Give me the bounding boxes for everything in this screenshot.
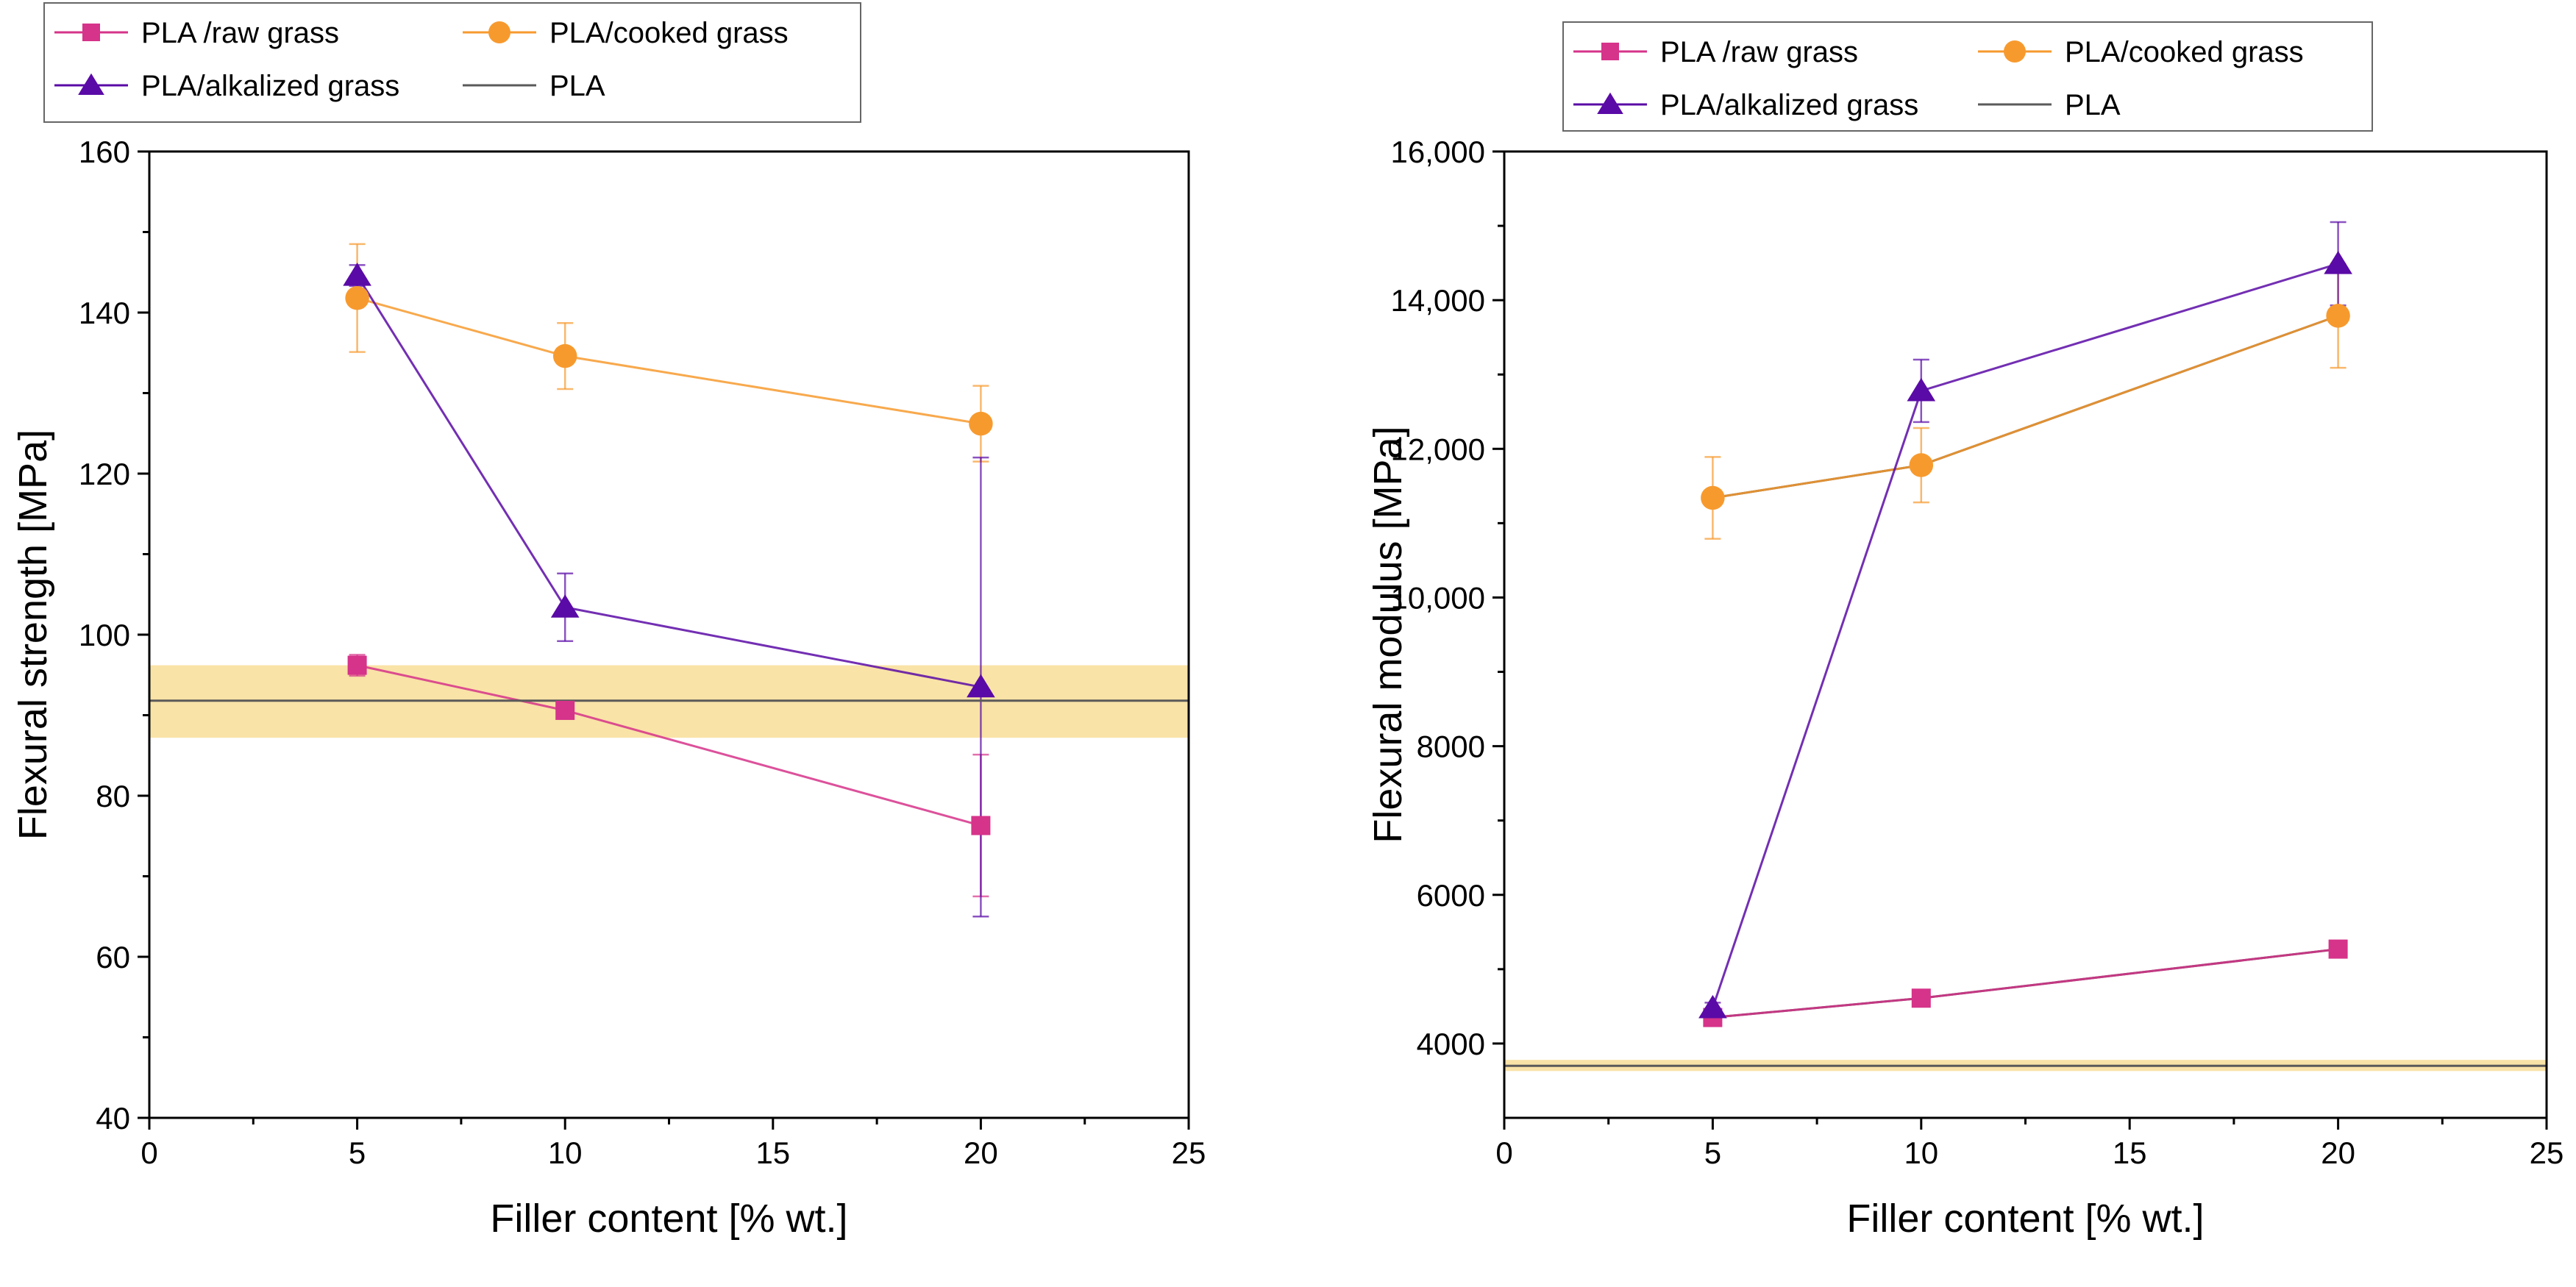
y-axis-title: Flexural modulus [MPa] bbox=[1366, 426, 1410, 843]
y-tick-label: 10,000 bbox=[1391, 580, 1485, 615]
legend-entry: PLA/cooked grass bbox=[463, 17, 789, 49]
x-tick-label: 10 bbox=[1904, 1136, 1938, 1170]
y-tick-label: 12,000 bbox=[1391, 432, 1485, 466]
series-triangle bbox=[349, 264, 989, 918]
legend-box bbox=[1562, 21, 2373, 132]
series-triangle bbox=[1704, 221, 2346, 1014]
data-point-circle bbox=[1909, 453, 1934, 477]
data-point-square bbox=[555, 700, 575, 720]
legend-label: PLA /raw grass bbox=[1660, 36, 1858, 68]
series-circle bbox=[349, 243, 989, 463]
legend-label: PLA/cooked grass bbox=[549, 17, 789, 49]
legend-marker-triangle bbox=[78, 73, 104, 95]
x-tick-label: 20 bbox=[2321, 1136, 2355, 1170]
y-tick-label: 160 bbox=[79, 135, 130, 169]
legend-marker-triangle bbox=[1597, 92, 1623, 114]
y-tick-label: 40 bbox=[96, 1101, 130, 1136]
data-point-triangle bbox=[1907, 377, 1936, 402]
y-tick-label: 60 bbox=[96, 940, 130, 974]
x-tick-label: 5 bbox=[349, 1136, 366, 1170]
x-axis-title: Filler content [% wt.] bbox=[490, 1197, 847, 1241]
y-tick-label: 120 bbox=[79, 457, 130, 491]
legend-marker-square bbox=[1601, 43, 1619, 60]
data-point-circle bbox=[969, 411, 993, 436]
plot-frame bbox=[1503, 150, 2548, 1119]
data-point-circle bbox=[2326, 304, 2350, 328]
series-line bbox=[356, 274, 981, 688]
flexural-strength-chart: 0 5 10 15 20 25 40 60 80 100 120 140 160 Filler conte… bbox=[11, 2, 1206, 1241]
legend-marker-circle bbox=[488, 21, 510, 43]
series-circle bbox=[1704, 263, 2346, 540]
x-tick-label: 25 bbox=[1172, 1136, 1206, 1170]
series-line bbox=[1712, 948, 2338, 1019]
data-point-circle bbox=[345, 286, 369, 310]
legend: PLA /raw grass PLA/cooked grass PLA/alkali… bbox=[1562, 21, 2373, 132]
data-point-square bbox=[1911, 988, 1931, 1008]
pla-line-upper bbox=[1712, 314, 2339, 499]
y-axis-title: Flexural strength [MPa] bbox=[11, 429, 55, 840]
y-tick-label: 140 bbox=[79, 296, 130, 330]
x-tick-label: 20 bbox=[964, 1136, 998, 1170]
x-tick-label: 0 bbox=[140, 1136, 157, 1170]
data-point-square bbox=[347, 655, 367, 675]
series-line bbox=[357, 296, 981, 425]
legend-label: PLA/cooked grass bbox=[2065, 36, 2304, 68]
legend-marker-square bbox=[82, 24, 100, 41]
data-point-triangle bbox=[550, 594, 580, 618]
x-tick-label: 0 bbox=[1495, 1136, 1512, 1170]
series-square bbox=[1704, 944, 2346, 1022]
y-tick-label: 14,000 bbox=[1391, 283, 1485, 318]
legend-label: PLA/alkalized grass bbox=[141, 70, 399, 102]
plot-frame bbox=[148, 150, 1190, 1119]
legend-label: PLA/alkalized grass bbox=[1660, 89, 1918, 121]
legend-entry: PLA /raw grass bbox=[1573, 36, 1858, 68]
data-point-triangle bbox=[967, 674, 995, 698]
x-tick-label: 15 bbox=[755, 1136, 790, 1170]
data-point-square bbox=[2328, 939, 2348, 959]
y-tick-label: 100 bbox=[79, 618, 130, 652]
legend-entry: PLA bbox=[463, 70, 605, 102]
data-point-triangle bbox=[1698, 994, 1727, 1019]
data-point-circle bbox=[552, 343, 577, 368]
x-tick-label: 15 bbox=[2113, 1136, 2147, 1170]
data-point-triangle bbox=[2324, 251, 2352, 274]
legend-entry: PLA bbox=[1978, 89, 2121, 121]
data-point-triangle bbox=[343, 263, 371, 286]
legend-entry: PLA/cooked grass bbox=[1978, 36, 2304, 68]
legend-box bbox=[43, 2, 861, 123]
data-point-square bbox=[971, 816, 991, 835]
legend: PLA /raw grass PLA/cooked grass PLA/alkali… bbox=[43, 2, 861, 123]
legend-marker-circle bbox=[2004, 40, 2026, 63]
x-tick-label: 10 bbox=[548, 1136, 583, 1170]
y-tick-label: 6000 bbox=[1417, 878, 1485, 913]
legend-entry: PLA/alkalized grass bbox=[1573, 89, 1918, 121]
legend-label: PLA bbox=[549, 70, 605, 102]
legend-label: PLA bbox=[2065, 89, 2121, 121]
x-axis-title: Filler content [% wt.] bbox=[1846, 1197, 2204, 1241]
y-tick-label: 16,000 bbox=[1391, 135, 1485, 169]
x-tick-label: 25 bbox=[2530, 1136, 2564, 1170]
series-line bbox=[1711, 263, 2339, 1008]
legend-entry: PLA/alkalized grass bbox=[54, 70, 399, 102]
legend-entry: PLA /raw grass bbox=[54, 17, 339, 49]
y-tick-label: 8000 bbox=[1417, 730, 1485, 764]
y-tick-label: 4000 bbox=[1417, 1027, 1485, 1061]
legend-label: PLA /raw grass bbox=[141, 17, 339, 49]
series-line bbox=[1712, 314, 2339, 499]
y-tick-label: 80 bbox=[96, 779, 130, 813]
x-tick-label: 5 bbox=[1704, 1136, 1721, 1170]
flexural-modulus-chart: 0 5 10 15 20 25 4000 6000 8000 10,000 12,000 14,000… bbox=[1366, 21, 2564, 1241]
data-point-circle bbox=[1701, 485, 1725, 510]
